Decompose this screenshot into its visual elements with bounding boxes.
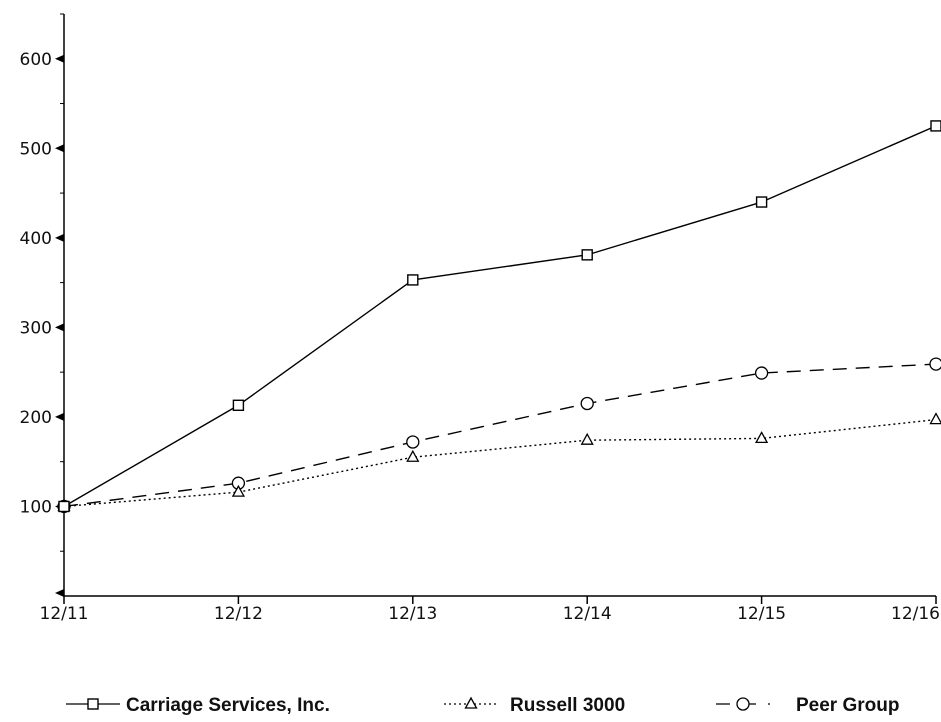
legend-label: Carriage Services, Inc. <box>126 695 330 716</box>
series-triangle <box>57 412 941 512</box>
y-tick-label: 400 <box>20 229 52 249</box>
data-point-triangle <box>406 449 420 462</box>
y-tick-label: 200 <box>20 408 52 428</box>
series-line <box>63 363 937 508</box>
y-tick-label: 500 <box>20 139 52 159</box>
y-tick-mark <box>55 144 64 153</box>
y-tick-mark <box>55 233 64 242</box>
series-circle <box>57 357 941 514</box>
y-tick-mark <box>55 323 64 332</box>
data-point-square <box>58 500 70 513</box>
x-tick-label: 12/11 <box>40 604 89 624</box>
legend-item: Russell 3000 <box>444 695 625 716</box>
x-tick-label: 12/15 <box>737 604 786 624</box>
series-line <box>63 418 937 508</box>
data-point-triangle <box>231 484 245 497</box>
y-tick-label: 100 <box>20 497 52 517</box>
data-point-circle <box>580 396 594 411</box>
data-point-square <box>232 399 245 411</box>
y-tick-label: 300 <box>20 318 52 338</box>
x-tick-label: 12/12 <box>214 604 263 624</box>
x-tick-label: 12/13 <box>388 604 437 624</box>
series-square <box>58 120 941 513</box>
legend-marker-circle <box>736 697 750 711</box>
data-point-circle <box>406 435 420 449</box>
y-tick-mark <box>55 54 64 63</box>
data-point-square <box>581 249 593 261</box>
y-tick-mark <box>55 412 64 421</box>
data-point-square <box>930 120 941 132</box>
x-tick-label: 12/16 <box>891 604 940 624</box>
legend-item: Peer Group <box>716 695 899 716</box>
series-line <box>63 125 937 508</box>
legend-marker-triangle <box>464 696 478 709</box>
data-point-square <box>755 196 768 208</box>
data-point-circle <box>754 366 769 380</box>
data-point-triangle <box>755 431 769 444</box>
legend-item: Carriage Services, Inc. <box>66 695 330 716</box>
data-point-triangle <box>929 412 941 425</box>
legend-label: Peer Group <box>796 695 899 716</box>
legend-marker-square <box>87 698 99 710</box>
y-tick-label: 600 <box>20 50 52 70</box>
x-tick-label: 12/14 <box>563 604 612 624</box>
data-point-square <box>407 274 419 286</box>
data-point-circle <box>929 357 941 371</box>
y-tick-mark <box>55 589 64 597</box>
legend-label: Russell 3000 <box>510 695 625 716</box>
data-point-triangle <box>580 432 594 445</box>
